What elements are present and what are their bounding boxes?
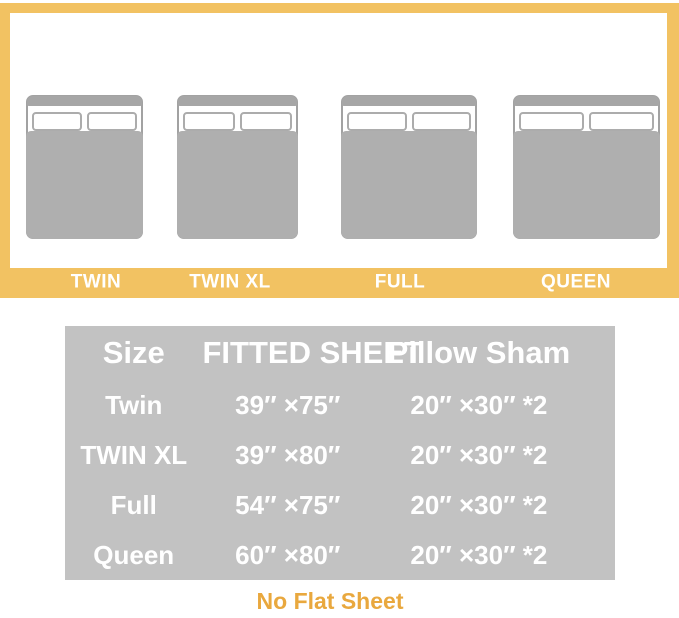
bed-label-full: FULL <box>374 271 426 293</box>
bed-pillow-right-icon <box>87 112 137 131</box>
cell-fitted-sheet: 54″ ×75″ <box>235 489 341 520</box>
bed-illustration-twin-xl <box>177 95 298 239</box>
bed-label-twin-xl: TWIN XL <box>189 271 271 293</box>
table-header-row: Size FITTED SHEET Pillow Sham <box>65 326 615 380</box>
bed-mattress-icon <box>341 131 477 239</box>
table-row-twin-xl: TWIN XL 39″ ×80″ 20″ ×30″ *2 <box>65 430 615 480</box>
bed-mattress-icon <box>513 131 660 239</box>
table-row-twin: Twin 39″ ×75″ 20″ ×30″ *2 <box>65 380 615 430</box>
bed-pillow-row <box>32 112 137 131</box>
bed-pillow-row <box>183 112 292 131</box>
bed-size-diagram-frame <box>0 3 679 298</box>
cell-pillow-sham: 20″ ×30″ *2 <box>410 489 548 520</box>
cell-pillow-sham: 20″ ×30″ *2 <box>410 539 548 570</box>
bed-pillow-row <box>519 112 654 131</box>
bed-pillow-left-icon <box>519 112 584 131</box>
cell-fitted-sheet: 39″ ×80″ <box>235 439 341 470</box>
bed-pillow-left-icon <box>32 112 82 131</box>
bed-pillow-right-icon <box>589 112 654 131</box>
bed-label-queen: QUEEN <box>540 271 612 293</box>
cell-size: TWIN XL <box>80 439 188 470</box>
bed-headboard-icon <box>178 96 297 106</box>
bed-pillow-left-icon <box>347 112 407 131</box>
cell-pillow-sham: 20″ ×30″ *2 <box>410 389 548 420</box>
cell-size: Queen <box>93 539 175 570</box>
bed-headboard-icon <box>342 96 476 106</box>
bed-headboard-icon <box>514 96 659 106</box>
bed-illustration-full <box>341 95 477 239</box>
bed-pillow-row <box>347 112 471 131</box>
bed-mattress-icon <box>177 131 298 239</box>
bed-headboard-icon <box>27 96 142 106</box>
table-row-queen: Queen 60″ ×80″ 20″ ×30″ *2 <box>65 530 615 580</box>
bed-illustration-queen <box>513 95 660 239</box>
bed-pillow-left-icon <box>183 112 235 131</box>
bed-label-twin: TWIN <box>70 271 122 293</box>
size-specification-table: Size FITTED SHEET Pillow Sham Twin 39″ ×… <box>65 326 615 580</box>
cell-pillow-sham: 20″ ×30″ *2 <box>410 439 548 470</box>
cell-fitted-sheet: 39″ ×75″ <box>235 389 341 420</box>
bed-mattress-icon <box>26 131 143 239</box>
bed-pillow-right-icon <box>240 112 292 131</box>
footnote-no-flat-sheet: No Flat Sheet <box>256 588 404 614</box>
cell-size: Full <box>110 489 157 520</box>
bed-pillow-right-icon <box>411 112 471 131</box>
table-header-pillow-sham: Pillow Sham <box>387 335 571 370</box>
cell-size: Twin <box>105 389 163 420</box>
table-header-size: Size <box>102 335 165 370</box>
table-header-fitted-sheet: FITTED SHEET <box>202 335 423 370</box>
table-row-full: Full 54″ ×75″ 20″ ×30″ *2 <box>65 480 615 530</box>
cell-fitted-sheet: 60″ ×80″ <box>235 539 341 570</box>
bed-illustration-twin <box>26 95 143 239</box>
bed-size-label-bar: TWIN TWIN XL FULL QUEEN <box>0 268 679 298</box>
